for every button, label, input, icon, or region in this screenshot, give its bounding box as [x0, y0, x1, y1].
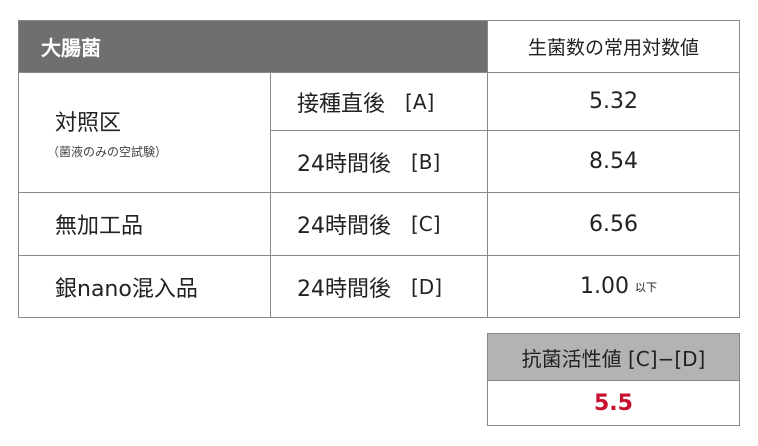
timing-text: 24時間後: [297, 276, 391, 302]
table-row-value: 5.32: [487, 72, 740, 131]
table-row-group: 銀nano混入品: [18, 255, 271, 318]
table-row-timing: 接種直後 [A]: [270, 72, 488, 131]
table-row-value: 8.54: [487, 130, 740, 193]
table-row-value: 1.00 以下: [487, 255, 740, 318]
timing-text: 24時間後: [297, 214, 391, 239]
value-text: 5.32: [589, 89, 638, 114]
tag-text: [D]: [411, 274, 443, 299]
value-text: 1.00: [580, 274, 629, 299]
result-label: 抗菌活性値 [C]−[D]: [487, 333, 740, 381]
control-group-cell: 対照区 （菌液のみの空試験）: [18, 72, 271, 193]
title-text: 大腸菌: [41, 36, 101, 60]
result-value: 5.5: [487, 380, 740, 426]
tag-text: [C]: [411, 212, 441, 236]
control-label: 対照区: [55, 111, 122, 136]
timing-text: 24時間後: [297, 151, 391, 177]
tag-text: [B]: [411, 149, 441, 174]
table-title: 大腸菌: [18, 20, 488, 73]
table-row-timing: 24時間後 [C]: [270, 192, 488, 256]
timing-text: 接種直後: [297, 91, 386, 117]
table-row-timing: 24時間後 [D]: [270, 255, 488, 318]
value-text: 6.56: [589, 211, 638, 237]
control-note: （菌液のみの空試験）: [47, 145, 168, 159]
value-suffix: 以下: [634, 280, 657, 294]
table-row-timing: 24時間後 [B]: [270, 130, 488, 193]
table-row-value: 6.56: [487, 192, 740, 256]
table-row-group: 無加工品: [18, 192, 271, 256]
value-text: 8.54: [589, 149, 638, 174]
tag-text: [A]: [405, 89, 435, 114]
value-column-header: 生菌数の常用対数値: [487, 20, 740, 73]
